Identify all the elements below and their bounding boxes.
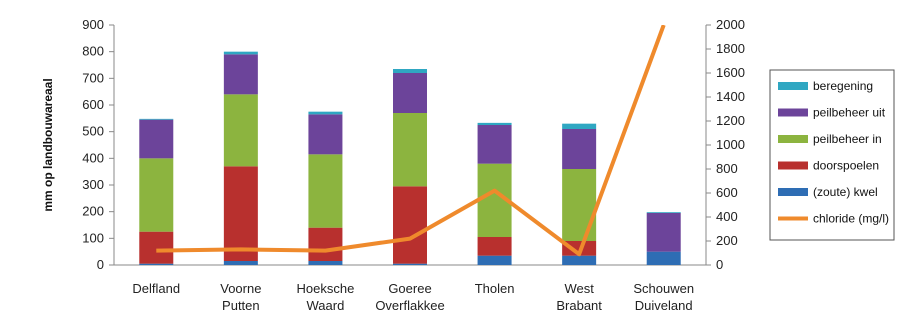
legend-label: peilbeheer uit (813, 106, 886, 120)
bar-segment (393, 69, 427, 73)
y-tick-label: 700 (82, 70, 104, 85)
bar-segment (139, 263, 174, 265)
bar-segment (646, 251, 681, 265)
y2-tick-label: 1200 (716, 113, 745, 128)
bar-segment (393, 113, 427, 187)
y2-tick-label: 1400 (716, 89, 745, 104)
bar-segment (308, 154, 343, 228)
y-tick-label: 200 (82, 204, 104, 219)
y-tick-label: 600 (82, 97, 104, 112)
bar-segment (477, 122, 512, 125)
legend-swatch (778, 108, 808, 117)
bar-segment (308, 227, 343, 261)
bar-segment (562, 129, 597, 169)
bar-segment (646, 213, 681, 252)
y-tick-label: 300 (82, 177, 104, 192)
legend-swatch (778, 135, 808, 143)
y2-tick-label: 800 (716, 161, 738, 176)
category-label: Goeree (388, 281, 431, 296)
category-label: Schouwen (633, 281, 694, 296)
bar-segment (308, 261, 343, 265)
category-label: Tholen (475, 281, 515, 296)
bar-segment (562, 241, 597, 256)
y-tick-label: 900 (82, 17, 104, 32)
legend-swatch (778, 82, 808, 90)
legend-swatch (778, 188, 808, 196)
bar-segment (646, 212, 681, 213)
bar-segment (477, 125, 512, 164)
category-label: Putten (222, 298, 260, 313)
legend-label: doorspoelen (813, 159, 879, 173)
legend-label: beregening (813, 79, 873, 93)
legend-box (769, 69, 895, 241)
bar-segment (139, 119, 174, 159)
bar-segment (477, 237, 512, 256)
y-tick-label: 800 (82, 44, 104, 59)
category-label: Brabant (556, 298, 602, 313)
bar-segment (223, 51, 258, 55)
bar-segment (223, 261, 258, 265)
bar-segment (139, 231, 174, 264)
legend-label: (zoute) kwel (813, 185, 878, 199)
legend-swatch (778, 161, 808, 170)
bar-segment (562, 255, 597, 265)
bar-segment (562, 123, 597, 129)
y-axis-label: mm op landbouwareaal (41, 78, 55, 211)
y2-tick-label: 2000 (716, 17, 745, 32)
y-tick-label: 500 (82, 124, 104, 139)
category-label: Waard (307, 298, 345, 313)
legend-label: chloride (mg/l) (813, 212, 889, 226)
y2-tick-label: 1600 (716, 65, 745, 80)
y2-tick-label: 200 (716, 233, 738, 248)
y2-tick-label: 0 (716, 257, 723, 272)
category-label: Delfland (132, 281, 180, 296)
y2-tick-label: 1000 (716, 137, 745, 152)
bar-segment (393, 263, 427, 265)
bar-segment (223, 166, 258, 261)
y2-tick-label: 600 (716, 185, 738, 200)
y2-tick-label: 1800 (716, 41, 745, 56)
y-tick-label: 400 (82, 150, 104, 165)
bar-segment (393, 73, 427, 113)
category-label: Duiveland (635, 298, 693, 313)
category-label: West (564, 281, 594, 296)
bar-segment (562, 169, 597, 241)
y-tick-label: 100 (82, 230, 104, 245)
category-label: Hoeksche (297, 281, 355, 296)
bar-segment (139, 158, 174, 232)
bar-segment (477, 255, 512, 265)
y2-tick-label: 400 (716, 209, 738, 224)
bar-segment (223, 94, 258, 167)
bar-segment (393, 186, 427, 264)
category-label: Overflakkee (375, 298, 444, 313)
chloride-line (156, 25, 666, 257)
bar-segment (308, 114, 343, 155)
y-tick-label: 0 (97, 257, 104, 272)
category-label: Voorne (220, 281, 261, 296)
bar-segment (308, 111, 343, 115)
bar-segment (223, 54, 258, 95)
legend-label: peilbeheer in (813, 132, 882, 146)
bar-segment (139, 118, 174, 120)
